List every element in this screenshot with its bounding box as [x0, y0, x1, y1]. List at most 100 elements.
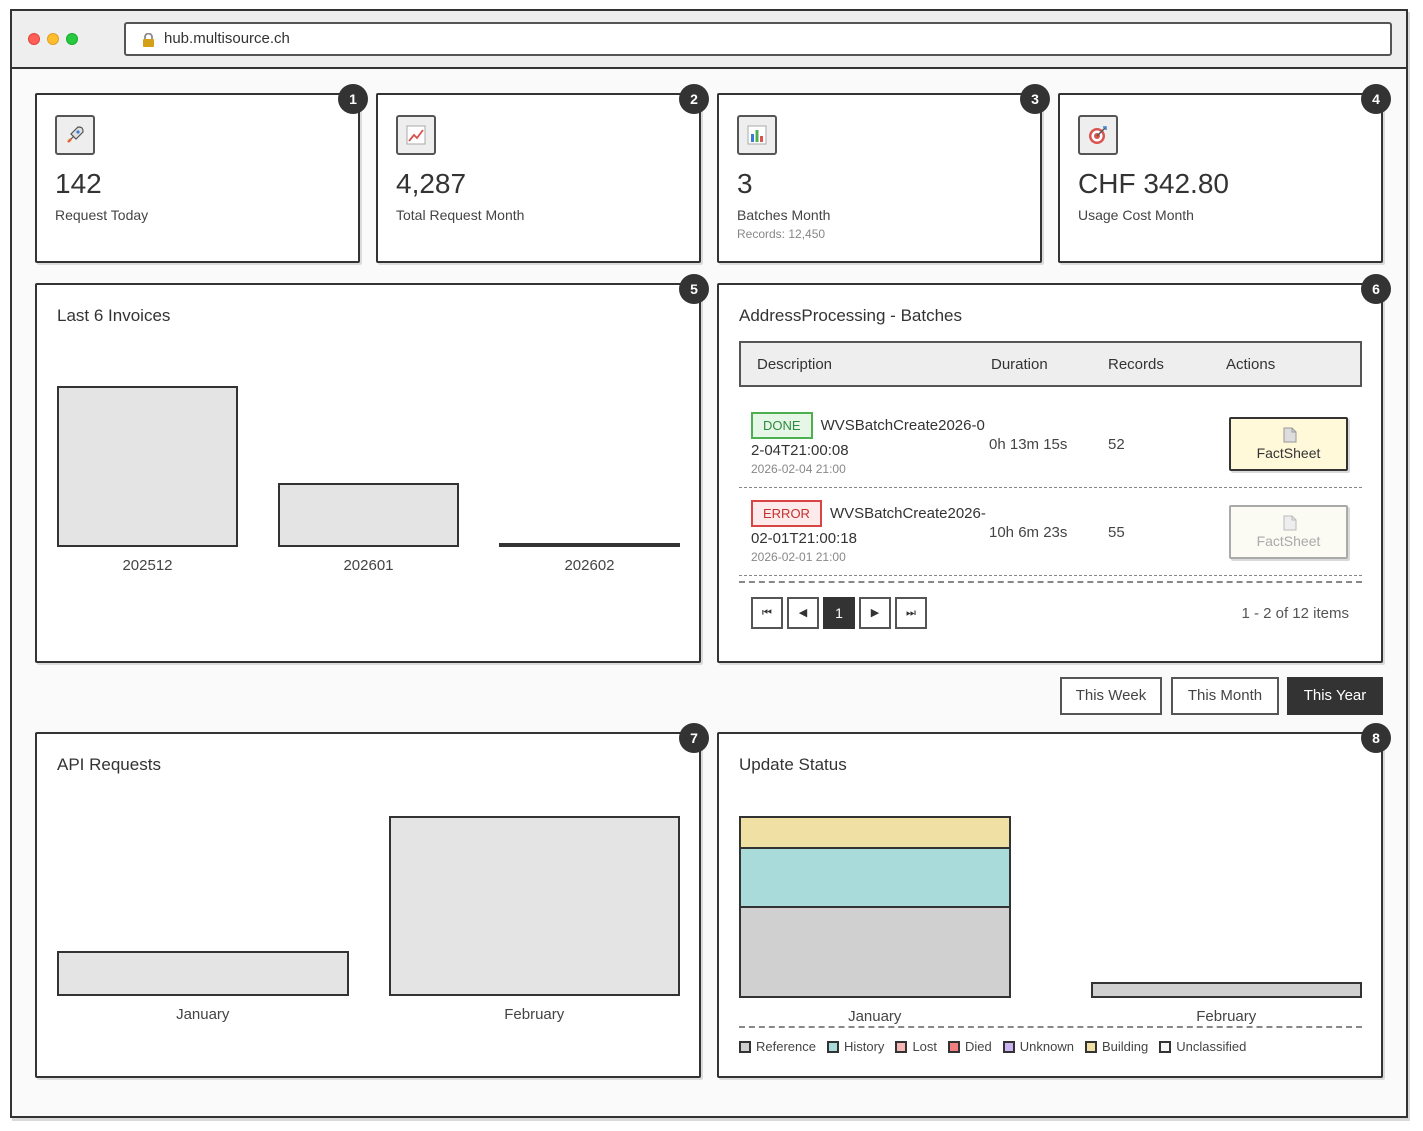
- document-icon: [1283, 427, 1297, 443]
- chart-category-label: 202601: [343, 557, 394, 574]
- update-status-card: Update Status January February Reference H…: [717, 732, 1383, 1078]
- close-window-button[interactable]: [28, 33, 40, 45]
- invoices-card: Last 6 Invoices 202512 202601 202602: [35, 283, 701, 663]
- update-status-chart: January February: [719, 734, 1381, 1076]
- column-description[interactable]: Description: [757, 356, 833, 373]
- document-icon: [1283, 515, 1297, 531]
- batch-name: WVSBatchCreate2026-02-04T21:00:08: [751, 417, 985, 459]
- column-duration[interactable]: Duration: [991, 356, 1048, 373]
- usage-cost-label: Usage Cost Month: [1078, 207, 1194, 223]
- pager-divider: [739, 581, 1362, 583]
- batches-card: AddressProcessing - Batches Description …: [717, 283, 1383, 663]
- legend-swatch: [739, 1041, 751, 1053]
- chart-category-label: 202602: [564, 557, 615, 574]
- batches-title: AddressProcessing - Batches: [739, 306, 962, 325]
- minimize-window-button[interactable]: [47, 33, 59, 45]
- legend-item-history[interactable]: History: [826, 1039, 885, 1054]
- maximize-window-button[interactable]: [66, 33, 78, 45]
- records-count-text: Records: 12,450: [737, 227, 826, 241]
- chart-bar[interactable]: [278, 482, 459, 547]
- column-records[interactable]: Records: [1108, 356, 1164, 373]
- lock-icon: [143, 33, 154, 47]
- stacked-bar-segment-reference[interactable]: [1090, 981, 1362, 998]
- chart-bar[interactable]: [57, 951, 349, 996]
- batches-month-label: Batches Month: [737, 207, 831, 223]
- batch-name: WVSBatchCreate2026-02-01T21:00:18: [751, 505, 986, 547]
- prev-page-button[interactable]: ◀: [787, 597, 819, 629]
- chart-category-label: January: [176, 1006, 230, 1023]
- legend-swatch: [1084, 1041, 1097, 1053]
- api-requests-card: API Requests January February: [35, 732, 701, 1078]
- table-row: ERROR WVSBatchCreate2026-02-01T21:00:18 2…: [739, 488, 1362, 576]
- status-badge: ERROR: [751, 500, 822, 527]
- batch-date: 2026-02-01 21:00: [751, 550, 846, 564]
- chart-bar[interactable]: [388, 816, 680, 996]
- legend-item-reference[interactable]: Reference: [739, 1039, 816, 1054]
- annotation-badge-3: 3: [1020, 84, 1050, 114]
- chart-category-label: 202512: [122, 557, 173, 574]
- chart-bar[interactable]: [499, 543, 680, 547]
- url-text: hub.multisource.ch: [164, 30, 290, 47]
- legend-label: Reference: [756, 1039, 816, 1054]
- first-page-button[interactable]: ⏮: [751, 597, 783, 629]
- requests-today-value: 142: [55, 168, 102, 199]
- annotation-badge-2: 2: [679, 84, 709, 114]
- invoices-title: Last 6 Invoices: [57, 306, 171, 325]
- legend-swatch: [826, 1041, 839, 1053]
- stat-card-usage-cost: CHF 342.80 Usage Cost Month: [1058, 93, 1383, 263]
- pager-info: 1 - 2 of 12 items: [1241, 605, 1349, 622]
- stat-card-requests-month: 4,287 Total Request Month: [376, 93, 701, 263]
- requests-month-label: Total Request Month: [396, 207, 525, 223]
- legend-item-building[interactable]: Building: [1084, 1039, 1148, 1054]
- legend-item-unknown[interactable]: Unknown: [1002, 1039, 1074, 1054]
- annotation-badge-4: 4: [1361, 84, 1391, 114]
- annotation-badge-1: 1: [338, 84, 368, 114]
- factsheet-label: FactSheet: [1256, 533, 1321, 549]
- legend-swatch: [1002, 1041, 1015, 1053]
- batch-records: 55: [1108, 524, 1125, 541]
- annotation-badge-5: 5: [679, 274, 709, 304]
- batch-description: ERROR WVSBatchCreate2026-02-01T21:00:18: [751, 500, 986, 551]
- this-week-button[interactable]: This Week: [1060, 677, 1162, 715]
- legend-item-died[interactable]: Died: [948, 1039, 992, 1054]
- batch-duration: 10h 6m 23s: [989, 524, 1068, 541]
- requests-month-value: 4,287: [396, 168, 467, 199]
- chart-category-label: January: [848, 1008, 902, 1025]
- chart-category-label: February: [504, 1006, 565, 1023]
- requests-today-label: Request Today: [55, 207, 149, 223]
- factsheet-button[interactable]: FactSheet: [1229, 417, 1348, 471]
- annotation-badge-6: 6: [1361, 274, 1391, 304]
- stacked-bar-segment-history[interactable]: [739, 846, 1011, 908]
- chart-bar[interactable]: [57, 386, 238, 547]
- batches-month-value: 3: [737, 168, 753, 199]
- update-status-legend: Reference History Lost Died Unknown Building U…: [739, 1039, 1257, 1054]
- this-month-button[interactable]: This Month: [1171, 677, 1279, 715]
- factsheet-button: FactSheet: [1229, 505, 1348, 559]
- legend-label: Unclassified: [1176, 1039, 1247, 1054]
- annotation-badge-7: 7: [679, 723, 709, 753]
- page-1-button[interactable]: 1: [823, 597, 855, 629]
- batches-table-header: Description Duration Records Actions: [739, 341, 1362, 387]
- usage-cost-value: CHF 342.80: [1078, 168, 1229, 199]
- stacked-bar-segment-building[interactable]: [739, 816, 1011, 849]
- rocket-icon: [55, 115, 95, 155]
- column-actions: Actions: [1226, 356, 1276, 373]
- legend-swatch: [948, 1041, 961, 1053]
- this-year-button[interactable]: This Year: [1287, 677, 1383, 715]
- address-bar[interactable]: hub.multisource.ch: [124, 22, 1392, 56]
- legend-item-lost[interactable]: Lost: [895, 1039, 937, 1054]
- update-status-title: Update Status: [739, 755, 847, 774]
- status-badge: DONE: [751, 412, 813, 439]
- stacked-bar-segment-reference[interactable]: [739, 906, 1011, 998]
- legend-label: History: [843, 1039, 885, 1054]
- last-page-button[interactable]: ⏭: [895, 597, 927, 629]
- legend-divider: [739, 1026, 1362, 1028]
- next-page-button[interactable]: ▶: [859, 597, 891, 629]
- legend-label: Died: [965, 1039, 992, 1054]
- legend-item-unclassified[interactable]: Unclassified: [1159, 1039, 1246, 1054]
- chart-up-icon: [396, 115, 436, 155]
- stat-card-requests-today: 142 Request Today: [35, 93, 360, 263]
- chart-category-label: February: [1196, 1008, 1257, 1025]
- factsheet-label: FactSheet: [1256, 445, 1321, 461]
- batch-date: 2026-02-04 21:00: [751, 462, 846, 476]
